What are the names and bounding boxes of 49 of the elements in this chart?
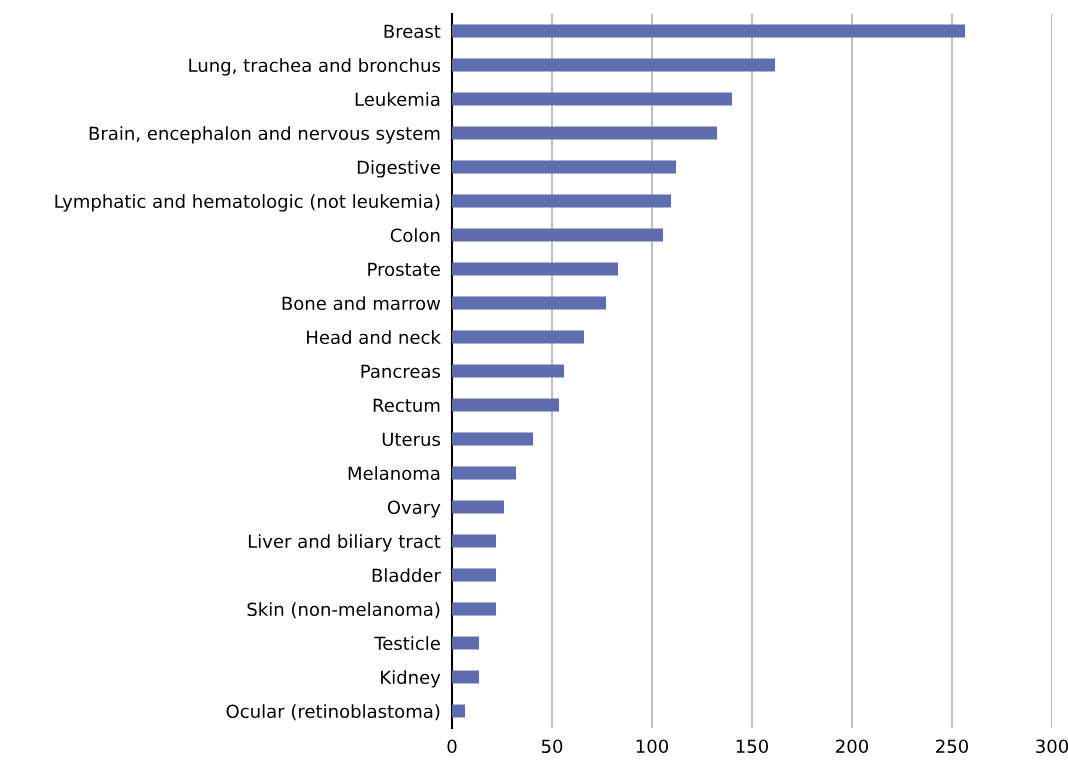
x-tick-label: 50 — [541, 739, 563, 754]
y-tick-label: Lymphatic and hematologic (not leukemia) — [55, 194, 440, 212]
bar — [452, 670, 479, 684]
y-tick-label: Ocular (retinoblastoma) — [226, 704, 440, 721]
x-tick-label: 300 — [1036, 739, 1068, 754]
bar — [452, 636, 479, 650]
x-tick-label: 0 — [447, 739, 457, 754]
bar — [452, 194, 671, 208]
x-tick-label: 200 — [836, 739, 869, 754]
bar — [452, 296, 606, 310]
bar — [452, 58, 775, 72]
bar — [452, 160, 676, 174]
y-tick-label: Bone and marrow — [282, 296, 441, 311]
y-tick-label: Colon — [390, 228, 440, 243]
bar — [452, 704, 465, 718]
y-tick-label: Bladder — [372, 568, 441, 583]
y-tick-label: Uterus — [382, 432, 441, 447]
y-tick-label: Ovary — [387, 500, 441, 518]
bar — [452, 126, 717, 140]
bar — [452, 92, 732, 106]
y-tick-label: Kidney — [381, 670, 441, 688]
bar — [452, 24, 965, 38]
x-tick-label: 250 — [936, 739, 969, 754]
bar — [452, 262, 618, 276]
y-tick-label: Head and neck — [307, 330, 441, 345]
y-tick-label: Testicle — [374, 636, 440, 651]
y-tick-label: Leukemia — [355, 92, 440, 107]
y-tick-label: Liver and biliary tract — [248, 534, 441, 552]
y-tick-label: Rectum — [373, 398, 440, 413]
bar — [452, 432, 533, 446]
bar — [452, 500, 504, 514]
bar — [452, 568, 496, 582]
y-tick-label: Digestive — [357, 160, 440, 178]
bar — [452, 534, 496, 548]
y-tick-label: Melanoma — [348, 466, 440, 481]
x-tick-label: 150 — [736, 739, 769, 754]
y-tick-label: Prostate — [368, 262, 440, 277]
y-tick-label: Pancreas — [361, 364, 441, 379]
bar — [452, 330, 584, 344]
bar — [452, 364, 564, 378]
bar — [452, 398, 559, 412]
y-tick-label: Brain, encephalon and nervous system — [89, 126, 440, 144]
bar — [452, 466, 516, 480]
bar — [452, 602, 496, 616]
y-tick-label: Breast — [384, 24, 441, 39]
y-tick-label: Lung, trachea and bronchus — [189, 58, 441, 76]
y-tick-label: Skin (non-melanoma) — [247, 602, 440, 619]
bar — [452, 228, 663, 242]
x-tick-label: 100 — [636, 739, 669, 754]
